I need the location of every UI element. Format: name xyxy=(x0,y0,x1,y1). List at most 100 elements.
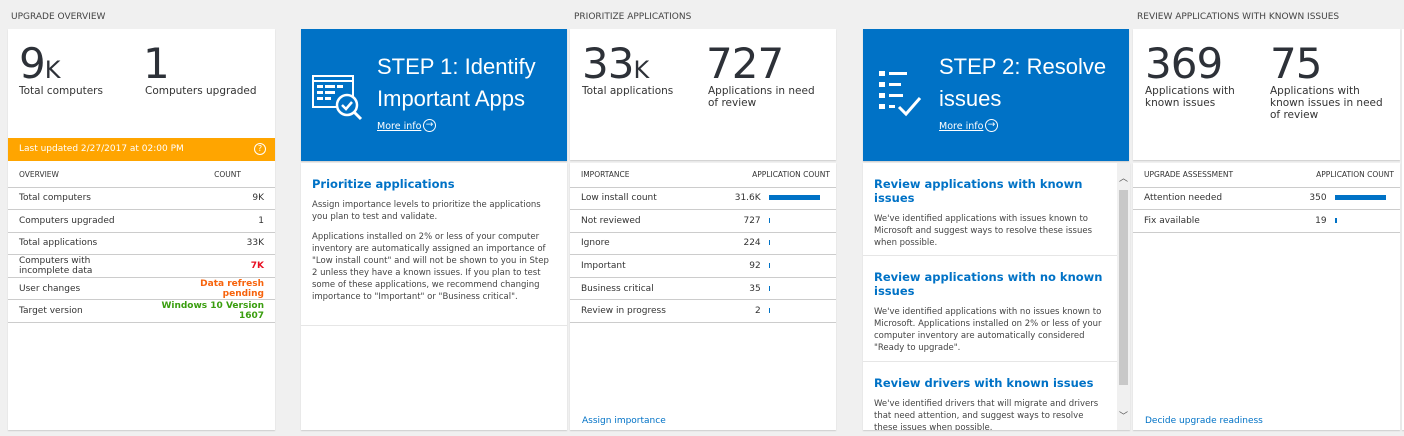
overview-tile[interactable]: 9K Total computers 1 Computers upgraded … xyxy=(8,29,275,430)
count-bar xyxy=(1334,217,1338,223)
more-info-link[interactable]: More info xyxy=(939,121,984,132)
table-row[interactable]: Low install count 31.6K xyxy=(570,187,836,211)
table-row[interactable]: Review in progress 2 xyxy=(570,299,836,324)
item-text: We've identified applications with no is… xyxy=(874,307,1102,353)
row-value-text: 350 xyxy=(1309,193,1327,204)
count-bar xyxy=(768,308,771,314)
decide-upgrade-readiness-link[interactable]: Decide upgrade readiness xyxy=(1145,416,1263,426)
count-bar xyxy=(768,240,771,246)
row-label: Low install count xyxy=(570,187,681,211)
arrow-right-circle-icon[interactable]: → xyxy=(985,119,998,132)
row-value: 224 xyxy=(680,232,836,256)
row-label: Not reviewed xyxy=(570,209,681,233)
more-info-link[interactable]: More info xyxy=(377,121,422,132)
table-row[interactable]: Total computers 9K xyxy=(8,187,275,211)
stat-label: Computers upgraded xyxy=(145,85,257,97)
table-row[interactable]: User changes Data refresh pending xyxy=(8,277,275,301)
row-label: Ignore xyxy=(570,232,681,256)
table-row[interactable]: Important 92 xyxy=(570,254,836,278)
computers-upgraded-stat: 1 xyxy=(143,39,170,88)
scrollbar[interactable]: ︿ ﹀ xyxy=(1117,163,1130,430)
assign-importance-link[interactable]: Assign importance xyxy=(582,416,666,426)
step1-title: STEP 1: Identify Important Apps xyxy=(377,54,536,111)
description-text: Assign importance levels to prioritize t… xyxy=(312,200,541,222)
count-bar xyxy=(768,195,820,201)
row-value: 33K xyxy=(147,232,275,256)
scroll-down-icon[interactable]: ﹀ xyxy=(1119,412,1129,422)
item-heading[interactable]: Review applications with known issues xyxy=(874,177,1083,205)
section-title-review: REVIEW APPLICATIONS WITH KNOWN ISSUES xyxy=(1137,12,1340,22)
step2-list-item[interactable]: Review applications with known issues We'… xyxy=(863,163,1117,256)
row-value-text: 2 xyxy=(754,306,761,317)
review-stats-tile[interactable]: 369 Applications with known issues 75 Ap… xyxy=(1133,29,1400,160)
row-value-text: 1 xyxy=(258,215,264,226)
stat-label: Total applications xyxy=(582,85,674,97)
row-value-text: 92 xyxy=(749,261,761,272)
prioritize-applications-heading[interactable]: Prioritize applications xyxy=(312,177,455,191)
row-value: 727 xyxy=(680,209,836,233)
item-heading[interactable]: Review applications with no known issues xyxy=(874,270,1103,298)
row-label: Important xyxy=(570,254,681,278)
row-label: User changes xyxy=(8,277,148,301)
item-heading[interactable]: Review drivers with known issues xyxy=(874,376,1094,390)
stat-label: Applications with known issues in need o… xyxy=(1270,85,1383,121)
count-bar xyxy=(768,263,771,269)
step2-list-tile: Review applications with known issues We'… xyxy=(863,163,1130,430)
overview-table: OVERVIEW COUNT Total computers 9K Computers… xyxy=(8,163,275,324)
section-title-prioritize: PRIORITIZE APPLICATIONS xyxy=(574,12,692,22)
step2-list-item[interactable]: Review applications with no known issues… xyxy=(863,256,1117,362)
row-value: Windows 10 Version 1607 xyxy=(147,299,275,324)
total-applications-stat: 33K xyxy=(582,39,649,88)
step1-tile[interactable]: STEP 1: Identify Important Apps More inf… xyxy=(301,29,567,161)
stat-label: Applications with known issues xyxy=(1145,85,1235,109)
row-value: 92 xyxy=(680,254,836,278)
table-row[interactable]: Target version Windows 10 Version 1607 xyxy=(8,299,275,324)
scrollbar-thumb[interactable] xyxy=(1119,190,1128,385)
row-value: 31.6K xyxy=(680,187,836,211)
known-issues-review-stat: 75 xyxy=(1270,39,1322,88)
upgrade-assessment-table: UPGRADE ASSESSMENT APPLICATION COUNT Atte… xyxy=(1133,163,1400,233)
table-row[interactable]: Computers with incomplete data 7K xyxy=(8,254,275,278)
count-bar xyxy=(768,217,771,223)
table-row[interactable]: Total applications 33K xyxy=(8,232,275,256)
row-label: Fix available xyxy=(1133,209,1247,233)
row-label: Computers upgraded xyxy=(8,209,148,233)
scroll-up-icon[interactable]: ︿ xyxy=(1119,174,1129,184)
checklist-icon xyxy=(879,71,922,117)
row-value-text: 33K xyxy=(246,238,264,249)
description-text: Applications installed on 2% or less of … xyxy=(312,232,549,302)
column-header: COUNT xyxy=(147,163,275,188)
table-row[interactable]: Fix available 19 xyxy=(1133,209,1400,233)
row-value-text: Windows 10 Version 1607 xyxy=(161,301,264,322)
column-header: IMPORTANCE xyxy=(570,163,681,188)
total-computers-stat: 9K xyxy=(19,39,60,88)
row-value-text: 7K xyxy=(250,261,264,272)
step1-description-tile: Prioritize applications Assign importanc… xyxy=(301,163,567,430)
next-tile-edge xyxy=(1402,29,1404,430)
column-header: APPLICATION COUNT xyxy=(680,163,836,188)
step2-list-item[interactable]: Review drivers with known issues We've id… xyxy=(863,362,1117,430)
row-value-text: 31.6K xyxy=(734,193,761,204)
table-row[interactable]: Attention needed 350 xyxy=(1133,187,1400,211)
help-icon[interactable]: ? xyxy=(254,143,266,155)
table-row[interactable]: Business critical 35 xyxy=(570,277,836,301)
table-row[interactable]: Computers upgraded 1 xyxy=(8,209,275,233)
arrow-right-circle-icon[interactable]: → xyxy=(423,119,436,132)
row-value: 9K xyxy=(147,187,275,211)
section-title-overview: UPGRADE OVERVIEW xyxy=(11,12,106,22)
table-row[interactable]: Ignore 224 xyxy=(570,232,836,256)
row-value-text: 19 xyxy=(1315,215,1327,226)
column-header: OVERVIEW xyxy=(8,163,148,188)
stat-label: Applications in need of review xyxy=(708,85,815,109)
table-row[interactable]: Not reviewed 727 xyxy=(570,209,836,233)
row-value: 1 xyxy=(147,209,275,233)
row-label: Review in progress xyxy=(570,299,681,324)
row-label: Total applications xyxy=(8,232,148,256)
importance-table: IMPORTANCE APPLICATION COUNT Low install … xyxy=(570,163,836,324)
prioritize-stats-tile[interactable]: 33K Total applications 727 Applications … xyxy=(570,29,836,160)
upgrade-assessment-tile: UPGRADE ASSESSMENT APPLICATION COUNT Atte… xyxy=(1133,163,1400,430)
apps-need-review-stat: 727 xyxy=(706,39,784,88)
step2-tile[interactable]: STEP 2: Resolve issues More info → xyxy=(863,29,1129,161)
row-value: Data refresh pending xyxy=(147,277,275,301)
last-updated-banner: Last updated 2/27/2017 at 02:00 PM ? xyxy=(8,138,275,161)
